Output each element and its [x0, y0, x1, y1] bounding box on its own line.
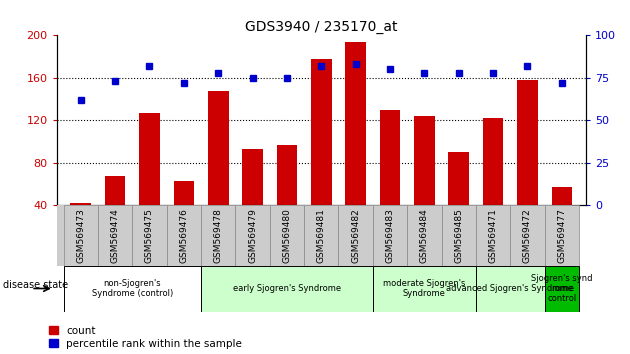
Bar [476, 205, 510, 266]
Title: GDS3940 / 235170_at: GDS3940 / 235170_at [245, 21, 398, 34]
Text: moderate Sjogren's
Syndrome: moderate Sjogren's Syndrome [383, 279, 466, 298]
Text: GSM569482: GSM569482 [351, 208, 360, 263]
Bar [270, 205, 304, 266]
Text: Sjogren's synd
rome
control: Sjogren's synd rome control [531, 274, 593, 303]
Text: GSM569481: GSM569481 [317, 208, 326, 263]
Bar [98, 205, 132, 266]
Bar [545, 205, 579, 266]
Legend: count, percentile rank within the sample: count, percentile rank within the sample [49, 326, 242, 349]
Bar [105, 176, 125, 205]
Bar [64, 266, 201, 312]
Text: GSM569479: GSM569479 [248, 208, 257, 263]
Bar [373, 266, 476, 312]
Bar [201, 266, 373, 312]
Text: GSM569472: GSM569472 [523, 208, 532, 263]
Bar [517, 80, 538, 205]
Bar [71, 203, 91, 205]
Bar [442, 205, 476, 266]
Text: GSM569483: GSM569483 [386, 208, 394, 263]
Bar [167, 205, 201, 266]
Text: GSM569480: GSM569480 [282, 208, 292, 263]
Bar [64, 205, 98, 266]
Bar [208, 91, 229, 205]
Bar [551, 187, 572, 205]
Text: GSM569476: GSM569476 [180, 208, 188, 263]
Text: non-Sjogren's
Syndrome (control): non-Sjogren's Syndrome (control) [92, 279, 173, 298]
Text: early Sjogren's Syndrome: early Sjogren's Syndrome [233, 284, 341, 293]
Text: GSM569484: GSM569484 [420, 208, 429, 263]
Bar [311, 59, 331, 205]
Text: GSM569475: GSM569475 [145, 208, 154, 263]
Text: GSM569473: GSM569473 [76, 208, 85, 263]
Bar [345, 42, 366, 205]
Bar [236, 205, 270, 266]
Bar [139, 113, 160, 205]
Bar [173, 181, 194, 205]
Text: GSM569485: GSM569485 [454, 208, 463, 263]
Bar [476, 266, 545, 312]
Text: GSM569478: GSM569478 [214, 208, 223, 263]
Bar [132, 205, 167, 266]
Bar [304, 205, 338, 266]
Text: GSM569474: GSM569474 [111, 208, 120, 263]
Bar [201, 205, 236, 266]
Bar [243, 149, 263, 205]
Text: GSM569477: GSM569477 [558, 208, 566, 263]
Bar [545, 266, 579, 312]
Text: GSM569471: GSM569471 [489, 208, 498, 263]
Bar [277, 145, 297, 205]
Bar [510, 205, 545, 266]
Bar [407, 205, 442, 266]
Bar [449, 152, 469, 205]
Bar [338, 205, 373, 266]
Bar [380, 110, 400, 205]
Bar [373, 205, 407, 266]
Text: disease state: disease state [3, 280, 68, 290]
Text: advanced Sjogren's Syndrome: advanced Sjogren's Syndrome [446, 284, 575, 293]
Bar [483, 118, 503, 205]
Bar [414, 116, 435, 205]
